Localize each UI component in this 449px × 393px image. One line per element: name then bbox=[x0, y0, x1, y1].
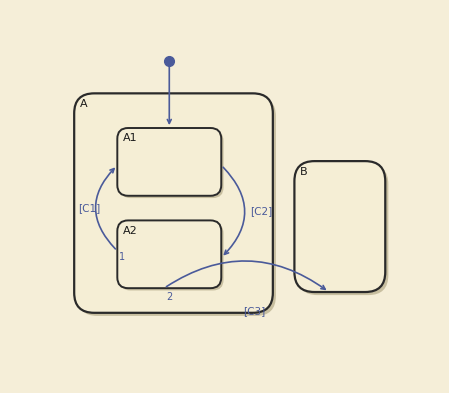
FancyBboxPatch shape bbox=[77, 96, 276, 316]
FancyBboxPatch shape bbox=[117, 128, 221, 196]
Text: 1: 1 bbox=[119, 252, 125, 263]
Text: A1: A1 bbox=[123, 133, 137, 143]
FancyBboxPatch shape bbox=[119, 130, 224, 198]
FancyBboxPatch shape bbox=[298, 164, 388, 295]
Text: [C3]: [C3] bbox=[243, 306, 265, 316]
FancyBboxPatch shape bbox=[117, 220, 221, 288]
Text: B: B bbox=[300, 167, 308, 176]
FancyBboxPatch shape bbox=[119, 223, 224, 290]
Text: A2: A2 bbox=[123, 226, 137, 236]
Text: 2: 2 bbox=[167, 292, 173, 302]
FancyBboxPatch shape bbox=[74, 94, 273, 313]
Text: [C1]: [C1] bbox=[78, 203, 100, 213]
Text: A: A bbox=[79, 99, 87, 109]
Text: [C2]: [C2] bbox=[251, 206, 273, 217]
FancyBboxPatch shape bbox=[295, 161, 385, 292]
